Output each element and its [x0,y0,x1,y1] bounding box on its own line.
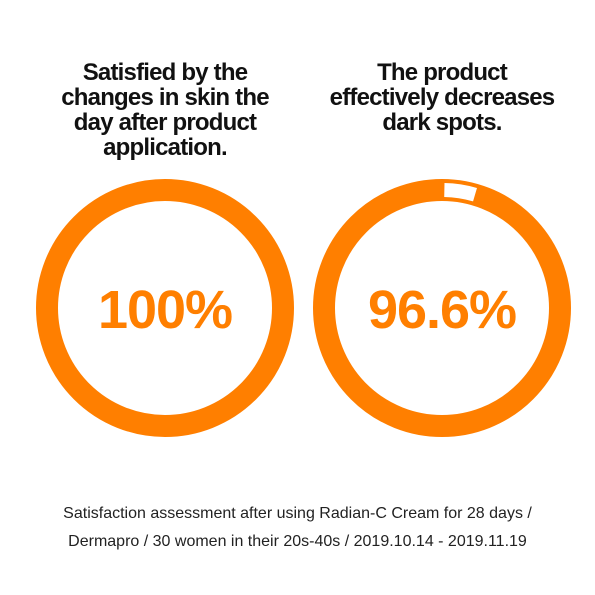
percentage-label: 96.6% [368,280,516,340]
donut-chart: 100% [36,179,294,437]
stat-title-line: effectively decreases [329,84,556,111]
percentage-label: 100% [98,280,232,340]
donut-chart: 96.6% [313,179,571,437]
ring-value-arc [444,183,477,202]
footnote-line: Satisfaction assessment after using Radi… [63,505,532,522]
stat-title-line: changes in skin the [61,84,269,111]
ring-track [313,179,571,437]
stat-title: The product effectively decreases dark s… [312,60,572,135]
stat-title: Satisfied by the changes in skin the day… [35,60,295,160]
footnote-line: Dermapro / 30 women in their 20s-40s / 2… [68,533,527,550]
stat-title-line: application. [103,134,228,161]
ring-track [36,179,294,437]
stat-title-line: day after product [73,109,257,136]
stat-title-line: Satisfied by the [82,59,248,86]
source-footnote: Satisfaction assessment after using Radi… [0,500,595,556]
stat-title-line: dark spots. [382,109,502,136]
stat-title-line: The product [377,59,508,86]
